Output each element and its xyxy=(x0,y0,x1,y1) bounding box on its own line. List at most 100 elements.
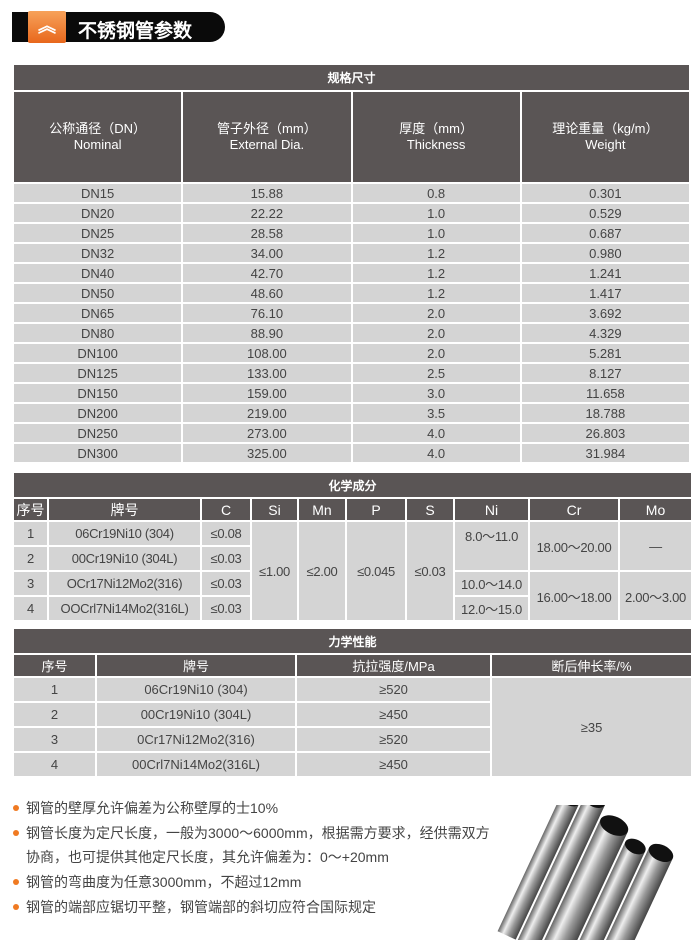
cell: 1.2 xyxy=(350,262,522,284)
bullet-icon xyxy=(13,805,19,811)
cell: 108.00 xyxy=(181,342,353,364)
cell: 0.687 xyxy=(519,222,692,244)
bullet-icon xyxy=(13,830,19,836)
column-header: P xyxy=(345,497,407,522)
cell: 00Crl7Ni14Mo2(316L) xyxy=(95,751,297,778)
cell: 2.5 xyxy=(350,362,522,384)
cell: 3 xyxy=(12,726,97,753)
cell: 2.0 xyxy=(350,342,522,364)
cell: 26.803 xyxy=(519,422,692,444)
column-header: Ni xyxy=(453,497,530,522)
cell: ≥450 xyxy=(295,751,492,778)
table-row: 1 06Cr19Ni10 (304) ≤0.08 ≤1.00 ≤2.00 ≤0.… xyxy=(12,520,694,622)
cell: DN150 xyxy=(11,382,184,404)
cell: 1.2 xyxy=(350,282,522,304)
cell: OOCrl7Ni14Mo2(316L) xyxy=(47,595,202,622)
cell: 0.301 xyxy=(519,182,692,204)
bullet-icon xyxy=(13,879,19,885)
cell: 1.417 xyxy=(519,282,692,304)
double-chevron-up-icon: ︽ xyxy=(28,11,66,43)
cell-p: ≤0.045 xyxy=(345,520,407,622)
col-elongation: 断后伸长率/% xyxy=(489,653,694,678)
table-row: DN125 133.00 2.5 8.127 xyxy=(11,362,692,384)
chemical-table: 化学成分 序号 牌号 C Si Mn P S Ni Cr Mo 1 06Cr19Ni10 (304… xyxy=(11,471,694,622)
col-grade: 牌号 xyxy=(95,653,297,678)
cell: 219.00 xyxy=(181,402,353,424)
cell: 18.788 xyxy=(519,402,692,424)
table-row: DN80 88.90 2.0 4.329 xyxy=(11,322,692,344)
cell: 06Cr19Ni10 (304) xyxy=(95,676,297,703)
col-external-dia: 管子外径（mm） External Dia. xyxy=(181,90,353,184)
notes-list: 钢管的壁厚允许偏差为公称壁厚的士10% 钢管长度为定尺长度，一般为3000～60… xyxy=(12,796,492,920)
cell-mn: ≤2.00 xyxy=(297,520,347,622)
cell: 5.281 xyxy=(519,342,692,364)
cell-si: ≤1.00 xyxy=(250,520,299,622)
cell: ≤0.08 xyxy=(200,520,252,547)
spec-table-title: 规格尺寸 xyxy=(12,63,691,92)
section-title: 不锈钢管参数 xyxy=(78,21,193,42)
cell: DN200 xyxy=(11,402,184,424)
column-header: 序号 xyxy=(12,497,49,522)
cell-ni: 8.0～11.0 xyxy=(453,520,530,572)
cell: 3.692 xyxy=(519,302,692,324)
cell: 00Cr19Ni10 (304L) xyxy=(95,701,297,728)
table-row: DN40 42.70 1.2 1.241 xyxy=(11,262,692,284)
column-header: C xyxy=(200,497,252,522)
cell: ≤0.03 xyxy=(200,595,252,622)
cell: 15.88 xyxy=(181,182,353,204)
cell: 4 xyxy=(12,751,97,778)
cell: 34.00 xyxy=(181,242,353,264)
cell: 273.00 xyxy=(181,422,353,444)
cell: 11.658 xyxy=(519,382,692,404)
col-tensile: 抗拉强度/MPa xyxy=(295,653,492,678)
col-weight: 理论重量（kg/m） Weight xyxy=(519,90,692,184)
cell: DN15 xyxy=(11,182,184,204)
cell: 1.241 xyxy=(519,262,692,284)
cell: 0.980 xyxy=(519,242,692,264)
mechanical-table: 力学性能 序号 牌号 抗拉强度/MPa 断后伸长率/% 1 06Cr19Ni10… xyxy=(11,627,694,778)
cell: 1.0 xyxy=(350,202,522,224)
cell-cr: 18.00～20.00 xyxy=(528,520,620,572)
cell: DN100 xyxy=(11,342,184,364)
note-item: 钢管长度为定尺长度，一般为3000～6000mm，根据需方要求，经供需双方协商，… xyxy=(12,821,492,869)
table-row: DN250 273.00 4.0 26.803 xyxy=(11,422,692,444)
table-row: 1 06Cr19Ni10 (304) ≥520 ≥35 xyxy=(12,676,694,778)
cell: 8.127 xyxy=(519,362,692,384)
note-item: 钢管的壁厚允许偏差为公称壁厚的士10% xyxy=(12,796,492,820)
table-row: 3 OCr17Ni12Mo2(316) ≤0.03 10.0～14.0 16.0… xyxy=(12,570,694,622)
cell: DN25 xyxy=(11,222,184,244)
mechanical-table-title: 力学性能 xyxy=(11,627,694,655)
section-header: ︽ 不锈钢管参数 xyxy=(12,11,225,43)
table-row: DN20 22.22 1.0 0.529 xyxy=(11,202,692,224)
cell: 3.5 xyxy=(350,402,522,424)
col-nominal: 公称通径（DN） Nominal xyxy=(11,90,184,184)
cell: 76.10 xyxy=(181,302,353,324)
cell: 325.00 xyxy=(181,442,353,464)
cell: 1.2 xyxy=(350,242,522,264)
table-row: DN300 325.00 4.0 31.984 xyxy=(11,442,692,464)
cell: 48.60 xyxy=(181,282,353,304)
cell: 42.70 xyxy=(181,262,353,284)
cell: 4.329 xyxy=(519,322,692,344)
table-row: DN50 48.60 1.2 1.417 xyxy=(11,282,692,304)
table-row: DN65 76.10 2.0 3.692 xyxy=(11,302,692,324)
table-row: 2 00Cr19Ni10 (304L) ≤0.03 xyxy=(12,545,692,572)
cell-ni: 12.0～15.0 xyxy=(453,595,530,622)
table-row: 2 00Cr19Ni10 (304L) ≥450 xyxy=(12,701,692,728)
cell-elongation: ≥35 xyxy=(489,676,694,778)
cell: 88.90 xyxy=(181,322,353,344)
table-row: 3 0Cr17Ni12Mo2(316) ≥520 xyxy=(12,726,692,753)
cell: 4.0 xyxy=(350,422,522,444)
cell: DN125 xyxy=(11,362,184,384)
cell: 0.8 xyxy=(350,182,522,204)
col-no: 序号 xyxy=(12,653,97,678)
cell-s: ≤0.03 xyxy=(405,520,455,622)
column-header: 牌号 xyxy=(47,497,202,522)
note-item: 钢管的弯曲度为任意3000mm，不超过12mm xyxy=(12,870,492,894)
cell: 2.0 xyxy=(350,322,522,344)
chemical-table-title: 化学成分 xyxy=(11,471,694,499)
table-row: 4 00Crl7Ni14Mo2(316L) ≥450 xyxy=(12,751,692,778)
table-row: DN150 159.00 3.0 11.658 xyxy=(11,382,692,404)
cell: ≥450 xyxy=(295,701,492,728)
cell: 2.0 xyxy=(350,302,522,324)
